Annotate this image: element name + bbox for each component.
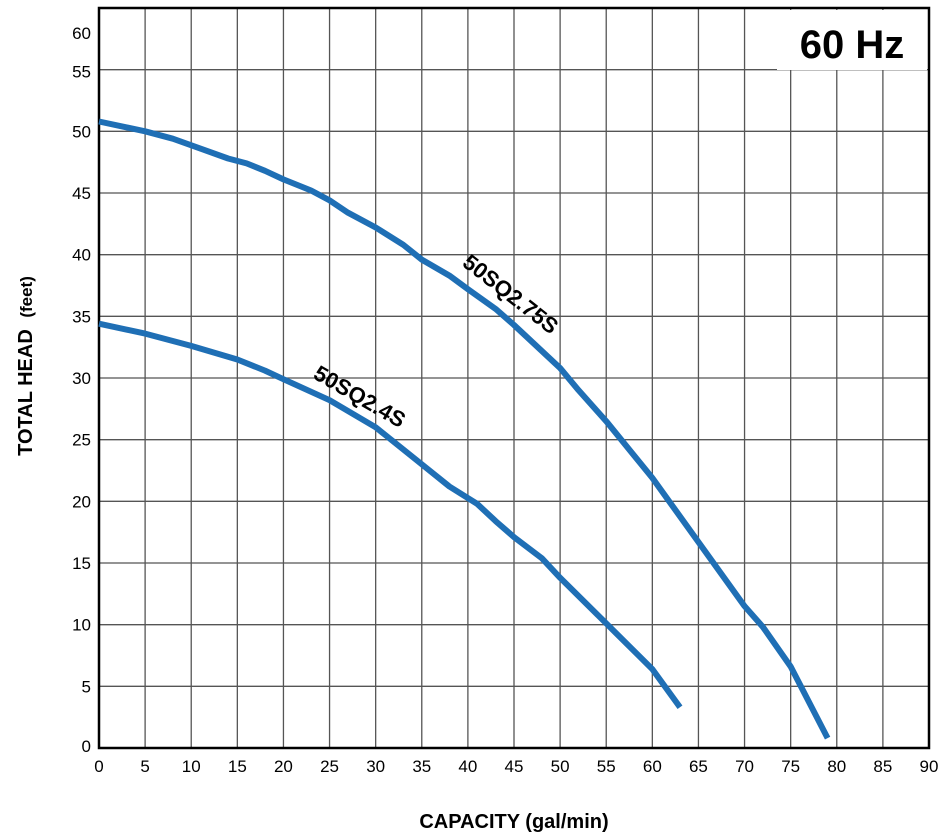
x-tick-label: 25: [320, 757, 339, 776]
x-tick-label: 40: [458, 757, 477, 776]
frequency-badge-background: [777, 10, 927, 70]
x-tick-labels: 0 5 10 15 20 25 30 35 40 45 50 55 60 65 70 75 80 85 90: [94, 757, 938, 776]
y-tick-label: 25: [72, 431, 91, 450]
x-tick-label: 65: [689, 757, 708, 776]
grid: [99, 8, 929, 748]
y-axis-title-main: TOTAL HEAD (feet): [15, 276, 37, 456]
x-tick-label: 5: [140, 757, 149, 776]
y-tick-labels: 0 5 10 15 20 25 30 35 40 45 50 55 60: [72, 24, 91, 756]
y-tick-label: 15: [72, 554, 91, 573]
y-tick-label: 35: [72, 307, 91, 326]
plot-frame: [97, 6, 931, 750]
x-tick-label: 10: [182, 757, 201, 776]
x-tick-label: 0: [94, 757, 103, 776]
y-tick-label: 5: [82, 677, 91, 696]
x-tick-label: 15: [228, 757, 247, 776]
y-tick-label: 40: [72, 246, 91, 265]
x-tick-label: 30: [366, 757, 385, 776]
x-tick-label: 70: [735, 757, 754, 776]
y-axis-title-unit: (feet): [17, 276, 36, 318]
x-tick-label: 45: [505, 757, 524, 776]
x-tick-label: 80: [827, 757, 846, 776]
y-tick-label: 10: [72, 616, 91, 635]
x-tick-label: 35: [412, 757, 431, 776]
y-tick-label: 60: [72, 24, 91, 43]
y-tick-label: 55: [72, 63, 91, 82]
y-axis-title-text: TOTAL HEAD: [15, 329, 37, 456]
y-tick-label: 20: [72, 492, 91, 511]
series-line-0: [98, 118, 831, 740]
y-axis-title: TOTAL HEAD (feet): [15, 276, 37, 456]
x-tick-label: 90: [920, 757, 939, 776]
x-tick-label: 75: [781, 757, 800, 776]
x-tick-label: 60: [643, 757, 662, 776]
y-tick-label: 0: [82, 737, 91, 756]
x-tick-label: 50: [551, 757, 570, 776]
x-tick-label: 85: [873, 757, 892, 776]
x-tick-label: 20: [274, 757, 293, 776]
y-tick-label: 45: [72, 184, 91, 203]
frequency-badge: 60 Hz: [800, 23, 905, 67]
x-axis-title: CAPACITY (gal/min): [419, 811, 608, 833]
y-tick-label: 50: [72, 122, 91, 141]
series-layer: [98, 118, 831, 740]
y-tick-label: 30: [72, 369, 91, 388]
x-tick-label: 55: [597, 757, 616, 776]
series-line-1: [98, 320, 683, 710]
